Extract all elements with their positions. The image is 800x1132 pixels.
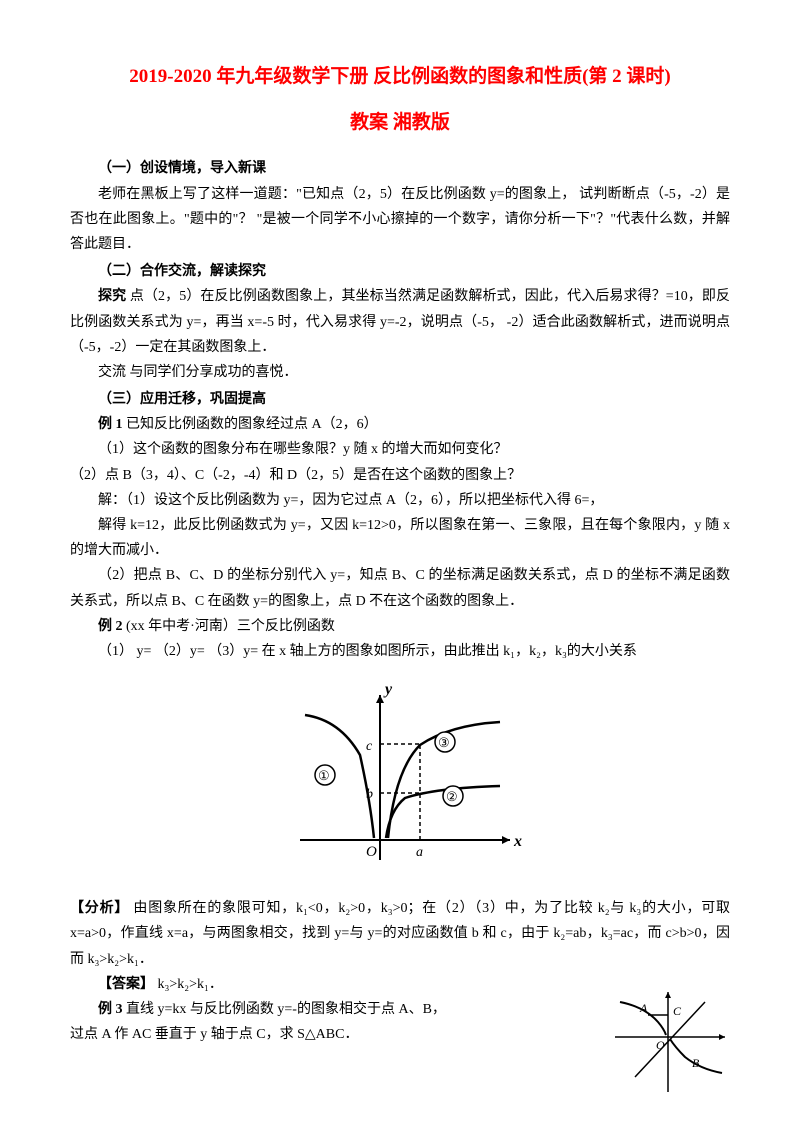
fig1-origin: O: [366, 844, 377, 860]
fig1-y-label: y: [383, 681, 393, 698]
section3-header: （三）应用迁移，巩固提高: [70, 387, 730, 412]
sol1-2: 解得 k=12，此反比例函数式为 y=，又因 k=12>0，所以图象在第一、三象…: [70, 513, 730, 563]
section1-header: （一）创设情境，导入新课: [70, 156, 730, 181]
para1: 老师在黑板上写了这样一道题："已知点（2，5）在反比例函数 y=的图象上， 试判…: [70, 182, 730, 258]
example3-label: 例 3: [98, 1002, 123, 1017]
fig2-a: A: [639, 1001, 648, 1015]
q1-2: （2）点 B（3，4）、C（-2，-4）和 D（2，5）是否在这个函数的图象上？: [70, 463, 730, 488]
q2-1: （1） y= （2）y= （3）y= 在 x 轴上方的图象如图所示，由此推出 k…: [70, 639, 730, 664]
example1-label: 例 1: [98, 417, 123, 432]
example2: 例 2 (xx 年中考·河南）三个反比例函数: [70, 614, 730, 639]
analysis-label: 【分析】: [70, 901, 129, 916]
q1-1: （1）这个函数的图象分布在哪些象限？y 随 x 的增大而如何变化？: [70, 437, 730, 462]
fig1-a: a: [416, 845, 423, 860]
figure1-svg: y x O a b c ① ② ③: [270, 680, 530, 880]
para3: 交流 与同学们分享成功的喜悦．: [70, 360, 730, 385]
analysis: 【分析】 由图象所在的象限可知，k₁<0，k₂>0，k₃>0；在（2）（3）中，…: [70, 896, 730, 972]
figure2-container: A C B O: [610, 987, 730, 1106]
doc-title-line1: 2019-2020 年九年级数学下册 反比例函数的图象和性质(第 2 课时): [70, 60, 730, 94]
fig1-b: b: [366, 787, 373, 802]
sol1-3: （2）把点 B、C、D 的坐标分别代入 y=，知点 B、C 的坐标满足函数关系式…: [70, 563, 730, 613]
fig2-c: C: [673, 1004, 682, 1018]
fig1-label2: ②: [446, 789, 458, 804]
para2: 探究 点（2，5）在反比例函数图象上，其坐标当然满足函数解析式，因此，代入后易求…: [70, 284, 730, 360]
analysis-text: 由图象所在的象限可知，k₁<0，k₂>0，k₃>0；在（2）（3）中，为了比较 …: [70, 901, 730, 966]
sol1-1: 解：（1）设这个反比例函数为 y=，因为它过点 A（2，6），所以把坐标代入得 …: [70, 488, 730, 513]
fig1-x-label: x: [513, 833, 522, 850]
answer-text: k₃>k₂>k₁．: [154, 977, 223, 992]
example3-text: 直线 y=kx 与反比例函数 y=-的图象相交于点 A、B，: [123, 1002, 446, 1017]
fig2-b: B: [692, 1056, 700, 1070]
example2-label: 例 2: [98, 619, 123, 634]
fig1-label1: ①: [318, 768, 330, 783]
figure2-svg: A C B O: [610, 987, 730, 1097]
explore-label: 探究: [98, 289, 126, 304]
fig1-c: c: [366, 739, 373, 754]
answer-label: 【答案】: [98, 977, 154, 992]
doc-title-line2: 教案 湘教版: [70, 106, 730, 140]
example1-text: 已知反比例函数的图象经过点 A（2，6）: [123, 417, 378, 432]
fig1-label3: ③: [438, 735, 450, 750]
example2-text: (xx 年中考·河南）三个反比例函数: [123, 619, 335, 634]
para2-text: 点（2，5）在反比例函数图象上，其坐标当然满足函数解析式，因此，代入后易求得？=…: [70, 289, 730, 354]
fig2-o: O: [656, 1038, 665, 1052]
figure1-container: y x O a b c ① ② ③: [70, 680, 730, 880]
example1: 例 1 已知反比例函数的图象经过点 A（2，6）: [70, 412, 730, 437]
section2-header: （二）合作交流，解读探究: [70, 259, 730, 284]
